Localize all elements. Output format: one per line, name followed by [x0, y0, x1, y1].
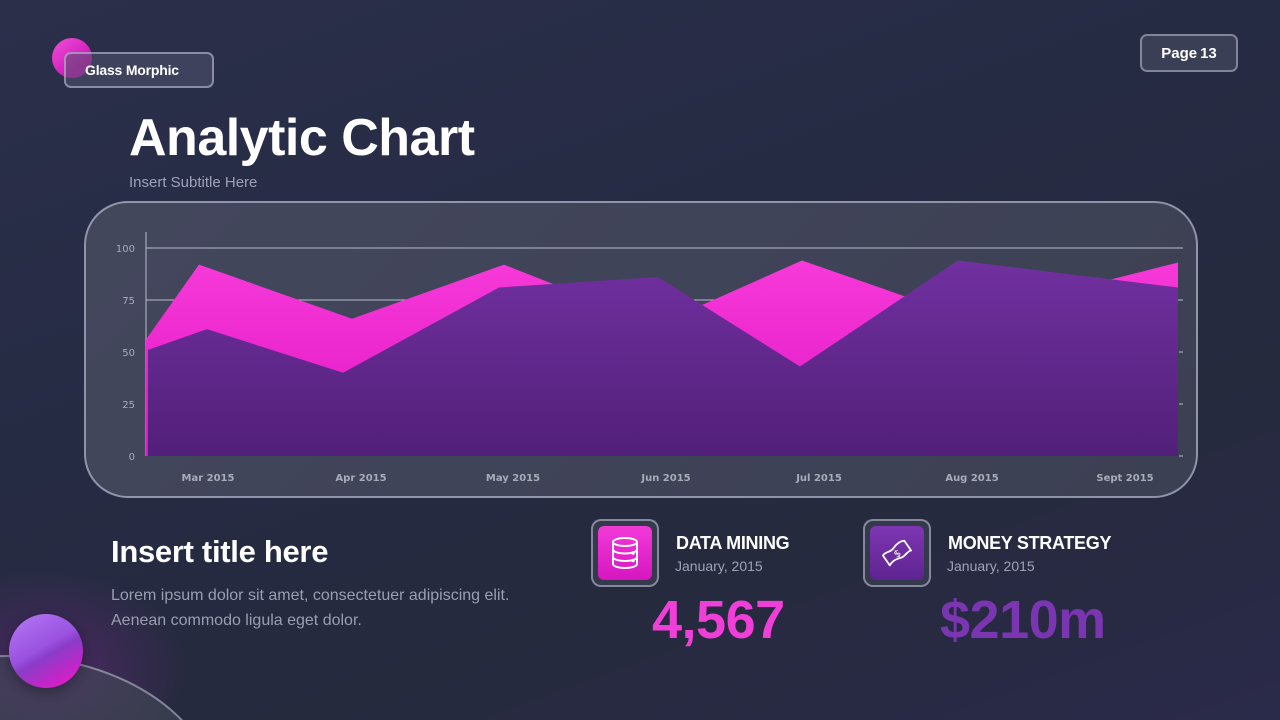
- database-icon: [598, 526, 652, 580]
- page-subtitle: Insert Subtitle Here: [129, 174, 258, 191]
- decorative-sphere: [9, 614, 83, 688]
- svg-text:Sept 2015: Sept 2015: [1096, 473, 1153, 484]
- svg-text:100: 100: [116, 244, 135, 255]
- svg-text:Mar 2015: Mar 2015: [182, 473, 235, 484]
- svg-text:Jun 2015: Jun 2015: [640, 473, 690, 484]
- brand-label: Glass Morphic: [85, 62, 179, 78]
- stat-value: 4,567: [652, 590, 785, 650]
- page-number: 13: [1200, 44, 1217, 62]
- area-chart: 0 25 50 75 100 Mar 2015 Apr 2015 May 2015 Jun 20…: [116, 232, 1183, 484]
- svg-text:Aug 2015: Aug 2015: [945, 473, 998, 484]
- page-title: Analytic Chart: [129, 109, 475, 167]
- area-series-2: [148, 260, 1178, 456]
- chart-card: 0 25 50 75 100 Mar 2015 Apr 2015 May 2015 Jun 20…: [84, 201, 1198, 498]
- brand-badge: Glass Morphic: [64, 52, 214, 88]
- page-label: Page: [1161, 44, 1198, 62]
- stat-value: $210m: [940, 590, 1106, 650]
- svg-text:75: 75: [122, 296, 135, 307]
- svg-text:Apr 2015: Apr 2015: [335, 473, 386, 484]
- stat-money-strategy: $ MONEY STRATEGY January, 2015 $210m: [863, 519, 1163, 659]
- svg-text:$: $: [892, 548, 904, 561]
- stat-icon-frame: [591, 519, 659, 587]
- page-number-badge: Page 13: [1140, 34, 1238, 72]
- money-bill-icon: $: [870, 526, 924, 580]
- stat-icon-frame: $: [863, 519, 931, 587]
- svg-text:Jul 2015: Jul 2015: [795, 473, 842, 484]
- svg-text:25: 25: [122, 400, 135, 411]
- svg-text:0: 0: [129, 452, 135, 463]
- stat-data-mining: DATA MINING January, 2015 4,567: [591, 519, 841, 659]
- stat-label: DATA MINING: [676, 533, 790, 553]
- stat-date: January, 2015: [947, 558, 1035, 574]
- svg-text:May 2015: May 2015: [486, 473, 540, 484]
- stat-label: MONEY STRATEGY: [948, 533, 1112, 553]
- info-title: Insert title here: [111, 534, 329, 569]
- svg-text:50: 50: [122, 348, 135, 359]
- info-body: Lorem ipsum dolor sit amet, consectetuer…: [111, 587, 510, 629]
- stat-date: January, 2015: [675, 558, 763, 574]
